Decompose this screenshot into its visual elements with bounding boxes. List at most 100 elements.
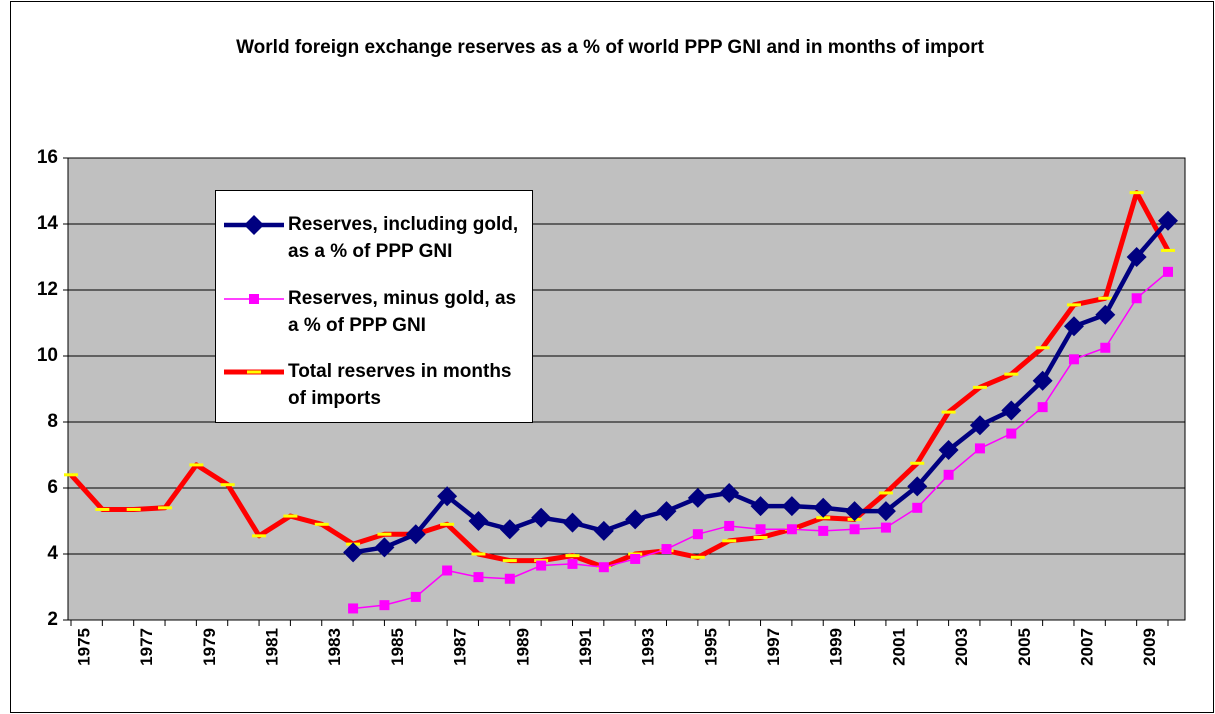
legend-label: Reserves, including gold, as a % of PPP … <box>288 214 519 262</box>
marker <box>565 554 580 558</box>
marker <box>813 497 834 518</box>
legend-label: Total reserves in months of imports <box>288 361 512 409</box>
marker <box>630 553 641 564</box>
marker <box>972 385 987 389</box>
x-tick-label: 1991 <box>576 628 595 666</box>
marker <box>786 524 797 535</box>
x-tick-label: 2007 <box>1077 628 1096 666</box>
x-tick-label: 1989 <box>513 628 532 666</box>
marker <box>247 370 261 374</box>
marker <box>440 522 455 526</box>
marker <box>374 537 395 558</box>
marker <box>1004 372 1019 376</box>
series-line <box>69 190 1171 570</box>
marker <box>64 473 78 477</box>
x-tick-label: 2005 <box>1015 628 1034 666</box>
marker <box>910 461 925 465</box>
marker <box>531 507 552 528</box>
marker <box>719 482 740 503</box>
marker <box>189 463 204 467</box>
x-tick-label: 2003 <box>952 628 971 666</box>
marker <box>907 476 928 497</box>
marker <box>692 529 703 540</box>
marker <box>536 560 547 571</box>
x-tick-label: 1981 <box>263 628 282 666</box>
y-tick-label: 10 <box>37 345 58 366</box>
x-tick-label: 1997 <box>764 628 783 666</box>
marker <box>562 512 583 533</box>
marker <box>1163 266 1173 277</box>
marker <box>750 496 771 517</box>
marker <box>844 501 865 522</box>
marker <box>781 496 802 517</box>
x-tick-label: 1983 <box>325 628 344 666</box>
marker <box>348 603 359 614</box>
marker <box>1158 210 1178 231</box>
marker <box>1037 402 1048 413</box>
y-tick-label: 8 <box>47 411 58 432</box>
marker <box>220 483 235 487</box>
marker <box>661 544 672 555</box>
x-tick-label: 1975 <box>74 628 93 666</box>
marker <box>473 572 484 583</box>
marker <box>1001 400 1022 421</box>
marker <box>1095 304 1116 325</box>
legend-swatches <box>224 215 284 375</box>
marker <box>1126 247 1147 267</box>
marker <box>1063 316 1084 337</box>
marker <box>471 552 486 556</box>
marker <box>379 600 390 611</box>
marker <box>1098 296 1113 300</box>
marker <box>499 519 520 540</box>
marker <box>941 410 956 414</box>
marker <box>1100 342 1111 353</box>
marker <box>249 294 259 304</box>
x-tick-label: 1985 <box>388 628 407 666</box>
legend: Reserves, including gold, as a % of PPP … <box>215 190 533 423</box>
y-tick-label: 12 <box>37 279 58 300</box>
marker <box>442 565 453 576</box>
y-tick-label: 2 <box>47 609 58 630</box>
marker <box>1068 354 1079 365</box>
marker <box>1161 248 1175 252</box>
marker <box>504 573 515 584</box>
marker <box>567 558 578 569</box>
marker <box>314 522 329 526</box>
marker <box>377 532 392 536</box>
y-tick-label: 4 <box>47 543 58 564</box>
marker <box>468 511 489 531</box>
marker <box>724 520 735 531</box>
y-tick-label: 16 <box>37 147 58 168</box>
legend-label: Reserves, minus gold, as a % of PPP GNI <box>288 288 517 336</box>
chart-title: World foreign exchange reserves as a % o… <box>236 37 984 58</box>
marker <box>818 525 829 536</box>
marker <box>410 591 421 602</box>
marker <box>252 534 267 538</box>
marker <box>722 539 737 543</box>
marker <box>849 524 860 535</box>
marker <box>687 487 708 508</box>
x-tick-label: 1987 <box>451 628 470 666</box>
x-tick-label: 2001 <box>889 628 908 666</box>
x-tick-label: 1995 <box>701 628 720 666</box>
marker <box>943 469 954 480</box>
y-tick-label: 14 <box>37 213 59 234</box>
marker <box>755 524 766 535</box>
marker <box>912 502 923 513</box>
marker <box>690 555 705 559</box>
marker <box>1035 346 1050 350</box>
marker <box>244 215 264 235</box>
marker <box>625 509 646 530</box>
marker <box>878 491 893 495</box>
x-tick-label: 1999 <box>827 628 846 666</box>
marker <box>158 506 173 510</box>
marker <box>283 514 298 518</box>
marker <box>1129 191 1144 195</box>
marker <box>1131 293 1142 304</box>
marker <box>880 522 891 533</box>
marker <box>875 501 896 522</box>
marker <box>126 507 141 511</box>
x-tick-label: 1979 <box>200 628 219 666</box>
